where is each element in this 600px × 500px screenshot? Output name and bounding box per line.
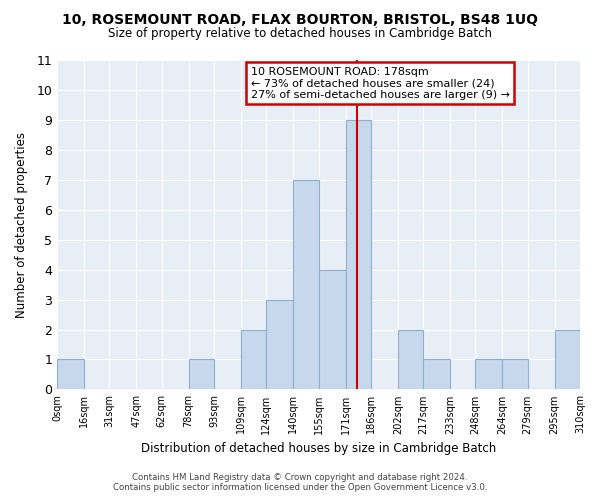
Bar — [319, 270, 346, 390]
Bar — [346, 120, 371, 390]
Text: Size of property relative to detached houses in Cambridge Batch: Size of property relative to detached ho… — [108, 28, 492, 40]
Bar — [554, 330, 580, 390]
Bar — [423, 360, 450, 390]
Text: Contains HM Land Registry data © Crown copyright and database right 2024.
Contai: Contains HM Land Registry data © Crown c… — [113, 473, 487, 492]
X-axis label: Distribution of detached houses by size in Cambridge Batch: Distribution of detached houses by size … — [141, 442, 496, 455]
Text: 10 ROSEMOUNT ROAD: 178sqm
← 73% of detached houses are smaller (24)
27% of semi-: 10 ROSEMOUNT ROAD: 178sqm ← 73% of detac… — [251, 66, 509, 100]
Bar — [57, 360, 84, 390]
Bar — [475, 360, 502, 390]
Bar — [398, 330, 423, 390]
Bar — [502, 360, 528, 390]
Bar — [293, 180, 319, 390]
Bar — [241, 330, 266, 390]
Bar — [266, 300, 293, 390]
Text: 10, ROSEMOUNT ROAD, FLAX BOURTON, BRISTOL, BS48 1UQ: 10, ROSEMOUNT ROAD, FLAX BOURTON, BRISTO… — [62, 12, 538, 26]
Y-axis label: Number of detached properties: Number of detached properties — [15, 132, 28, 318]
Bar — [188, 360, 214, 390]
